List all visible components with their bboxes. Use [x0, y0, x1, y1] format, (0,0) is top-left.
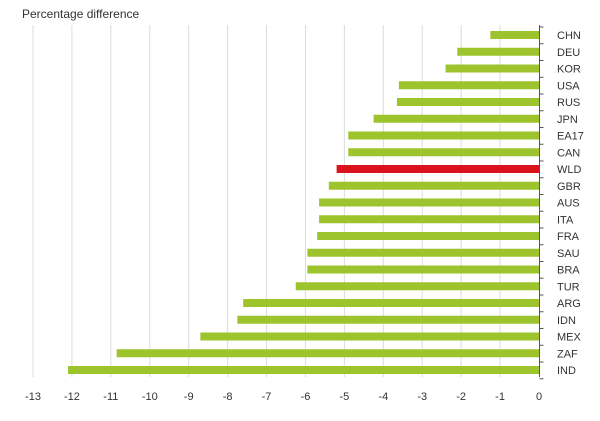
bar-ind	[68, 366, 540, 374]
category-label: CAN	[557, 147, 580, 159]
category-label: EA17	[557, 131, 584, 143]
y-axis	[539, 25, 544, 380]
category-label: AUS	[557, 198, 580, 210]
bar-zaf	[116, 349, 539, 358]
category-label: RUS	[557, 97, 580, 109]
category-label: IDN	[557, 315, 576, 327]
x-tick-label: -6	[301, 391, 311, 403]
bar-arg	[243, 299, 539, 307]
category-label: SAU	[557, 248, 580, 260]
category-label: BRA	[557, 265, 580, 277]
category-label: IND	[557, 365, 576, 377]
x-tick-label: -3	[417, 391, 427, 403]
x-tick-label: -4	[378, 391, 388, 403]
bar-usa	[398, 81, 539, 90]
bar-aus	[319, 198, 539, 207]
category-label: TUR	[557, 281, 580, 293]
bar-sau	[307, 248, 539, 257]
category-label: DEU	[557, 47, 580, 59]
x-tick-label: -13	[25, 391, 41, 403]
category-label: ITA	[557, 214, 574, 226]
category-label: MEX	[557, 332, 582, 344]
x-tick-label: -2	[456, 391, 466, 403]
x-tick-label: -11	[103, 391, 118, 403]
x-tick-label: -10	[142, 391, 158, 403]
bar-gbr	[328, 181, 539, 190]
bar-fra	[317, 232, 539, 240]
bar-chn	[490, 31, 539, 39]
bar-ea17	[348, 131, 539, 140]
x-axis-tick-labels: -13 -12 -11 -10 -9 -8 -7 -6 -5 -4 -3 -2 -1 0	[25, 391, 542, 403]
category-labels: CHN DEU KOR USA RUS JPN EA17 CAN WLD GBR AUS ITA FRA…	[557, 30, 584, 377]
x-tick-label: -5	[339, 391, 349, 403]
bar-mex	[200, 332, 539, 341]
bar-deu	[457, 47, 539, 56]
x-tick-label: -12	[64, 391, 80, 403]
x-tick-label: -8	[223, 391, 233, 403]
category-label: USA	[557, 80, 580, 92]
category-label: FRA	[557, 231, 580, 243]
bars	[68, 31, 540, 374]
category-label: CHN	[557, 30, 581, 42]
x-tick-label: 0	[536, 391, 542, 403]
category-label: ARG	[557, 298, 581, 310]
category-label: GBR	[557, 181, 581, 193]
category-label: ZAF	[557, 348, 578, 360]
bar-bra	[307, 265, 539, 274]
bar-jpn	[373, 114, 539, 123]
bar-kor	[445, 64, 539, 73]
x-tick-label: -7	[262, 391, 272, 403]
category-label: KOR	[557, 64, 581, 76]
bar-idn	[237, 315, 539, 324]
bar-ita	[319, 215, 539, 224]
x-tick-label: -9	[184, 391, 194, 403]
bar-can	[348, 148, 539, 157]
bar-rus	[396, 98, 539, 106]
x-tick-label: -1	[495, 391, 505, 403]
category-label: JPN	[557, 114, 578, 126]
bar-wld	[336, 165, 539, 173]
bar-tur	[295, 282, 539, 291]
category-label: WLD	[557, 164, 582, 176]
chart-title: Percentage difference	[22, 7, 140, 21]
